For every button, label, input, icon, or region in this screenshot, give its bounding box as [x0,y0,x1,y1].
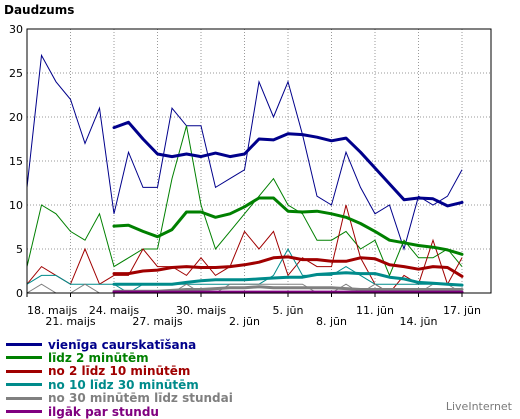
legend-swatch [6,343,42,346]
y-axis: 0 5 10 15 20 25 30 [9,23,23,300]
x-tick-label: 21. maijs [45,315,96,328]
y-tick-label: 30 [9,23,23,36]
legend-swatch [6,396,42,400]
average-line [112,271,464,287]
x-tick-label: 24. maijs [89,304,140,317]
y-tick-label: 15 [9,155,23,168]
legend-label: no 10 līdz 30 minūtēm [48,377,199,392]
average-line [112,120,464,208]
legend-item: no 10 līdz 30 minūtēm [6,377,199,392]
y-tick-label: 0 [16,287,23,300]
legend-item: ilgāk par stundu [6,404,159,419]
legend-item: no 2 līdz 10 minūtēm [6,364,190,379]
legend-swatch [6,356,42,360]
legend-swatch [6,410,42,413]
y-tick-label: 5 [16,243,23,256]
x-tick-label: 27. maijs [132,315,183,328]
legend-swatch [6,383,42,387]
x-tick-label: 30. maijs [176,304,227,317]
average-line [112,285,464,293]
legend-label: no 2 līdz 10 minūtēm [48,364,191,379]
x-tick-label: 18. maijs [27,304,78,317]
y-tick-label: 25 [9,67,23,80]
y-tick-label: 10 [9,199,23,212]
chart-title: Daudzums [4,3,74,17]
x-tick-label: 5. jūn [273,304,304,317]
legend-label: vienīga caurskatīšana [48,337,197,352]
legend-item: no 30 minūtēm līdz stundai [6,391,233,406]
x-tick-label: 17. jūn [443,304,481,317]
legend-label: ilgāk par stundu [48,404,159,419]
plot-frame [26,28,492,294]
brand-label: LiveInternet [445,400,512,413]
legend-item: līdz 2 minūtēm [6,350,149,365]
legend-item: vienīga caurskatīšana [6,337,196,352]
moving-average-lines [112,120,464,294]
x-tick-label: 2. jūn [229,315,260,328]
x-tick-label: 14. jūn [400,315,438,328]
legend-label: līdz 2 minūtēm [48,350,149,365]
legend-label: no 30 minūtēm līdz stundai [48,391,233,406]
average-line [112,196,464,256]
x-tick-label: 8. jūn [316,315,347,328]
grid-lines [27,29,491,293]
x-tick-label: 11. jūn [356,304,394,317]
legend-swatch [6,369,42,373]
y-tick-label: 20 [9,111,23,124]
average-line [112,255,464,278]
series-line [26,125,463,277]
series-line [26,53,463,251]
